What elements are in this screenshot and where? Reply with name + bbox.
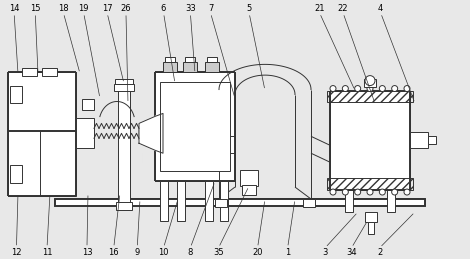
Bar: [82, 98, 94, 110]
Ellipse shape: [404, 85, 410, 91]
Bar: [368, 222, 374, 234]
Bar: [165, 57, 175, 62]
Text: 33: 33: [185, 4, 196, 13]
Bar: [303, 199, 315, 207]
Text: 35: 35: [213, 248, 224, 257]
Bar: [215, 199, 227, 207]
Bar: [240, 170, 258, 186]
Bar: [327, 91, 413, 103]
Ellipse shape: [379, 85, 385, 91]
Bar: [155, 72, 235, 181]
Text: 10: 10: [158, 248, 169, 257]
Text: 5: 5: [246, 4, 252, 13]
Text: 3: 3: [322, 248, 328, 257]
Bar: [185, 57, 195, 62]
Bar: [160, 181, 168, 221]
Ellipse shape: [367, 189, 373, 195]
Bar: [115, 78, 133, 84]
Text: 17: 17: [102, 4, 112, 13]
Text: 6: 6: [161, 4, 166, 13]
Bar: [242, 185, 256, 195]
Bar: [327, 178, 413, 190]
Text: 16: 16: [109, 248, 119, 257]
Ellipse shape: [392, 85, 398, 91]
Bar: [163, 62, 177, 72]
Text: 2: 2: [377, 248, 383, 257]
Text: 34: 34: [346, 248, 357, 257]
Bar: [387, 190, 395, 212]
Ellipse shape: [330, 85, 336, 91]
Bar: [55, 199, 425, 206]
Bar: [183, 62, 197, 72]
Text: 18: 18: [58, 4, 69, 13]
Ellipse shape: [342, 189, 348, 195]
Text: 14: 14: [9, 4, 19, 13]
Ellipse shape: [379, 189, 385, 195]
Bar: [365, 212, 377, 222]
Ellipse shape: [342, 85, 348, 91]
Text: 21: 21: [314, 4, 325, 13]
Bar: [428, 136, 436, 144]
Bar: [22, 68, 37, 76]
Bar: [330, 91, 410, 190]
Bar: [114, 84, 134, 91]
Text: 13: 13: [82, 248, 92, 257]
Bar: [118, 87, 130, 206]
Bar: [76, 118, 94, 148]
Text: 4: 4: [378, 4, 384, 13]
Text: 1: 1: [285, 248, 290, 257]
Bar: [116, 202, 132, 210]
Text: 11: 11: [42, 248, 52, 257]
Bar: [410, 132, 428, 148]
Polygon shape: [139, 113, 163, 153]
Text: 22: 22: [338, 4, 348, 13]
Bar: [364, 78, 376, 87]
Bar: [205, 62, 219, 72]
Bar: [160, 82, 230, 171]
Bar: [220, 181, 228, 221]
Bar: [207, 57, 217, 62]
Ellipse shape: [355, 85, 360, 91]
Bar: [205, 181, 213, 221]
Bar: [8, 72, 76, 196]
Text: 19: 19: [78, 4, 89, 13]
Text: 20: 20: [252, 248, 263, 257]
Bar: [42, 68, 57, 76]
Text: 9: 9: [134, 248, 140, 257]
Ellipse shape: [404, 189, 410, 195]
Ellipse shape: [392, 189, 398, 195]
Text: 8: 8: [188, 248, 193, 257]
Text: 26: 26: [121, 4, 131, 13]
Ellipse shape: [355, 189, 360, 195]
Bar: [10, 85, 22, 104]
Ellipse shape: [330, 189, 336, 195]
Ellipse shape: [367, 85, 373, 91]
Bar: [345, 190, 353, 212]
Text: 7: 7: [208, 4, 213, 13]
Ellipse shape: [365, 76, 375, 85]
Text: 12: 12: [11, 248, 22, 257]
Bar: [177, 181, 185, 221]
Bar: [10, 165, 22, 183]
Text: 15: 15: [30, 4, 40, 13]
